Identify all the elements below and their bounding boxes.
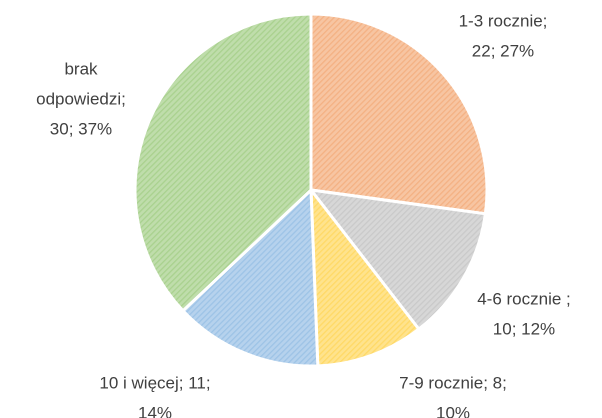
data-label: 7-9 rocznie; 8; bbox=[399, 373, 507, 392]
data-label: 1-3 rocznie; bbox=[459, 11, 548, 30]
pie-slice bbox=[180, 186, 320, 368]
data-label: 22; 27% bbox=[472, 41, 534, 60]
data-label: 30; 37% bbox=[50, 119, 112, 138]
pie-slice bbox=[309, 185, 421, 368]
pie-slice bbox=[133, 12, 313, 313]
data-label: 4-6 rocznie ; bbox=[477, 289, 571, 308]
data-label: 10% bbox=[436, 403, 470, 418]
data-label: 14% bbox=[138, 403, 172, 418]
data-label: 10 i więcej; 11; bbox=[99, 373, 210, 392]
data-label: odpowiedzi; bbox=[36, 89, 126, 108]
data-label: brak bbox=[64, 59, 98, 78]
data-label: 10; 12% bbox=[493, 319, 555, 338]
pie-slice bbox=[307, 188, 488, 332]
pie-slice bbox=[309, 12, 489, 216]
